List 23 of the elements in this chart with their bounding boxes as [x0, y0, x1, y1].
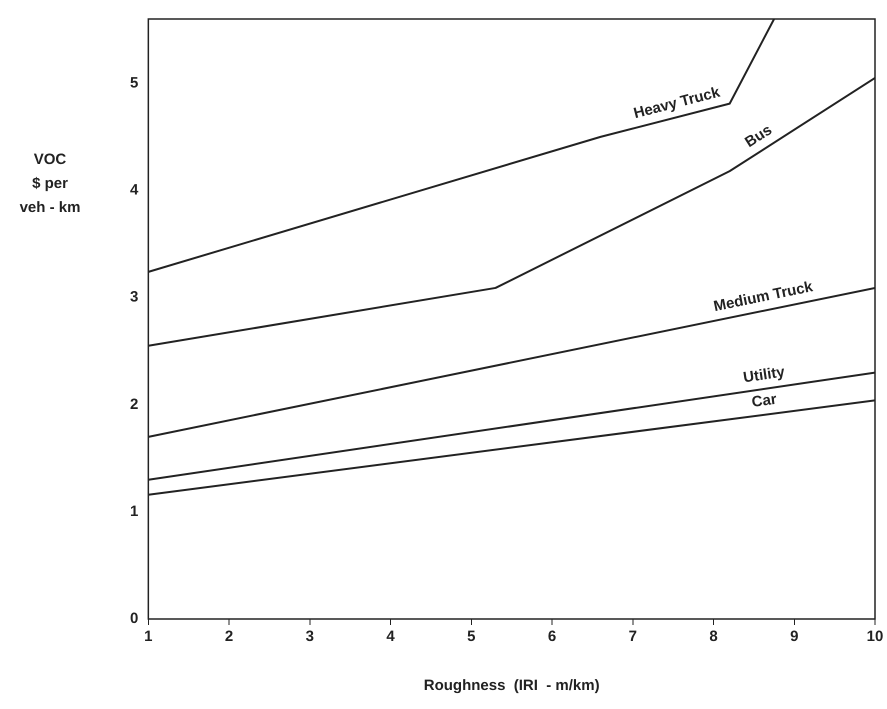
x-tick-label: 6 — [548, 628, 556, 646]
text: Heavy Truck — [632, 84, 722, 122]
y-tick-label: 4 — [130, 182, 139, 199]
text: Car — [750, 390, 778, 411]
x-tick-label: 4 — [386, 628, 396, 646]
text: Utility — [742, 363, 786, 386]
text: Medium Truck — [712, 278, 815, 316]
y-tick-label: 5 — [130, 74, 138, 92]
x-tick-label: 10 — [866, 628, 884, 646]
x-tick-label: 8 — [709, 628, 718, 646]
text: Bus — [742, 121, 776, 151]
x-axis-title: Roughness (IRI - m/km) — [424, 677, 600, 694]
x-tick-label: 7 — [628, 628, 637, 646]
y-tick-label: 0 — [130, 610, 138, 628]
x-tick-label: 2 — [224, 628, 234, 646]
y-tick-label: 2 — [130, 396, 138, 413]
x-tick-label: 3 — [306, 628, 314, 646]
x-tick-label: 5 — [467, 628, 476, 646]
x-tick-label: 9 — [790, 628, 798, 646]
y-tick-label: 3 — [130, 288, 138, 306]
y-axis-title: VOC $ per veh - km — [18, 150, 82, 218]
y-tick-label: 1 — [130, 503, 138, 520]
x-tick-label: 1 — [144, 628, 153, 646]
